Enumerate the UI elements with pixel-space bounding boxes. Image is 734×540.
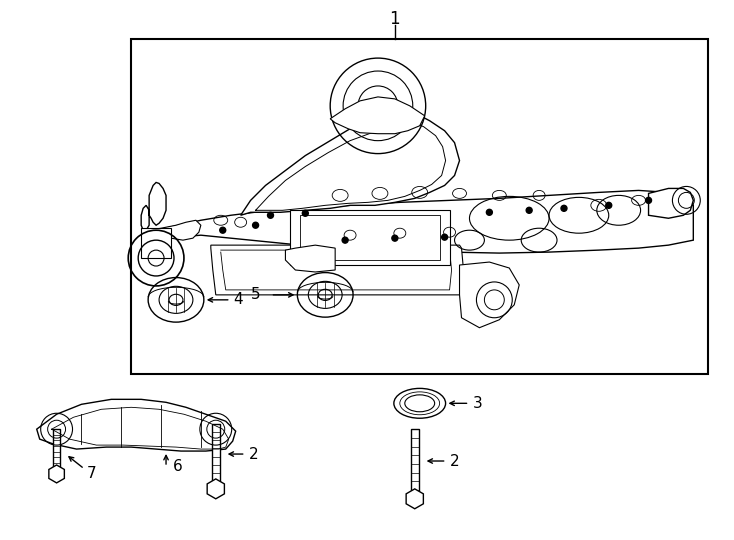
Circle shape xyxy=(219,227,226,233)
Circle shape xyxy=(487,210,493,215)
Circle shape xyxy=(252,222,258,228)
Circle shape xyxy=(442,234,448,240)
Text: 3: 3 xyxy=(473,396,482,411)
Bar xyxy=(141,228,171,258)
Polygon shape xyxy=(286,245,335,272)
Circle shape xyxy=(646,198,652,204)
Polygon shape xyxy=(149,220,201,240)
Circle shape xyxy=(267,212,274,218)
Bar xyxy=(131,39,708,374)
Polygon shape xyxy=(211,245,463,295)
Circle shape xyxy=(561,205,567,211)
Polygon shape xyxy=(330,97,425,134)
Bar xyxy=(53,429,60,474)
Polygon shape xyxy=(156,191,694,253)
Text: 2: 2 xyxy=(249,447,258,462)
Bar xyxy=(411,429,418,499)
Text: 5: 5 xyxy=(251,287,261,302)
Circle shape xyxy=(606,202,611,208)
Circle shape xyxy=(342,237,348,243)
Circle shape xyxy=(392,235,398,241)
Text: 1: 1 xyxy=(390,10,400,28)
Circle shape xyxy=(302,210,308,217)
Polygon shape xyxy=(241,111,459,215)
Text: 2: 2 xyxy=(449,454,459,469)
Text: 4: 4 xyxy=(233,292,243,307)
Bar xyxy=(300,215,440,260)
Circle shape xyxy=(526,207,532,213)
Bar xyxy=(291,210,449,265)
Bar xyxy=(212,424,219,489)
Polygon shape xyxy=(459,262,519,328)
Polygon shape xyxy=(141,183,166,230)
Polygon shape xyxy=(649,188,694,218)
Text: 6: 6 xyxy=(173,460,183,475)
Polygon shape xyxy=(37,400,236,451)
Text: 7: 7 xyxy=(87,467,96,482)
